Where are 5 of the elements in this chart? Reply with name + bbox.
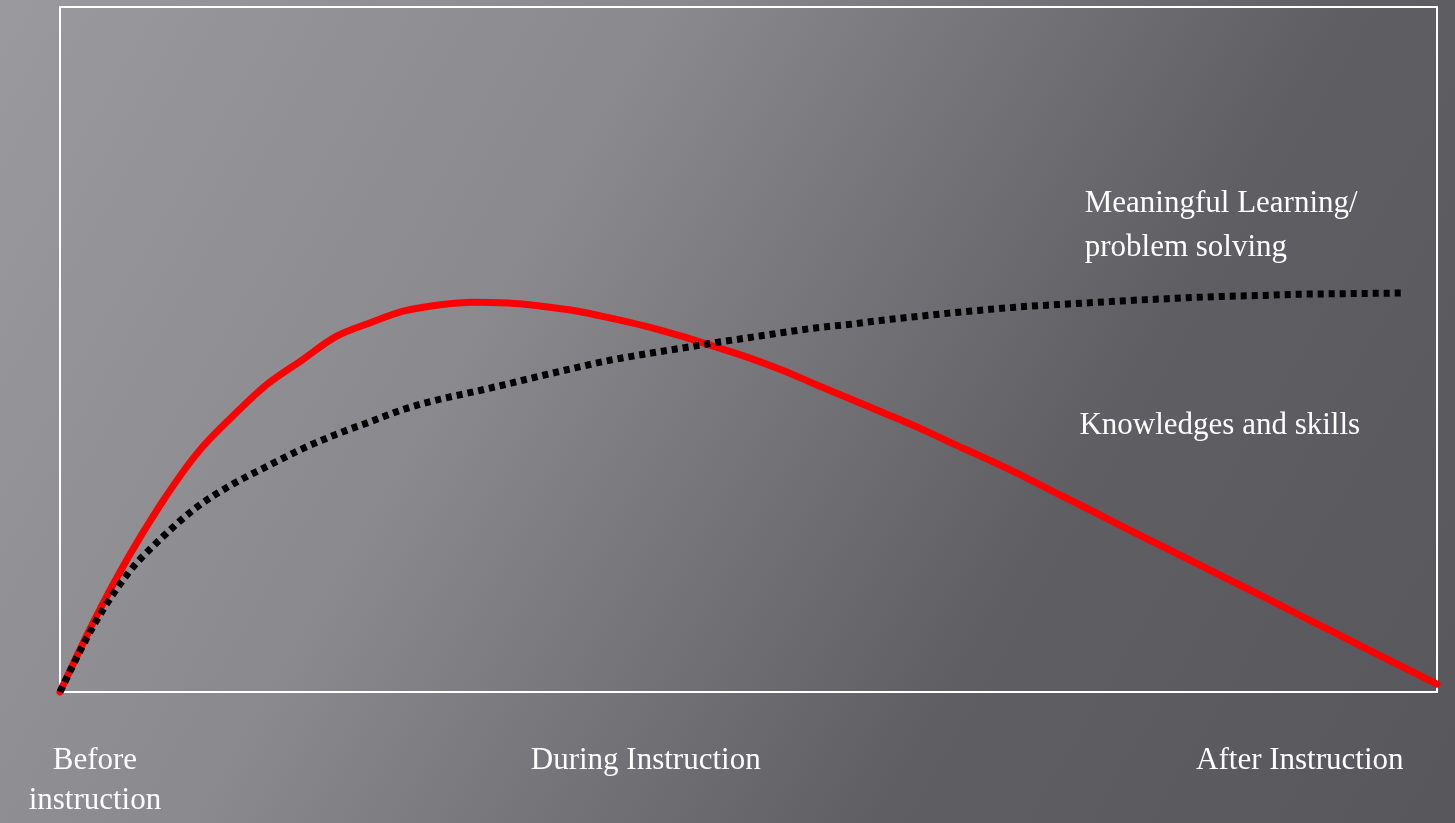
series-label: Knowledges and skills (1079, 406, 1361, 442)
x-tick-label: Before instruction (28, 740, 162, 816)
series-label: Meaningful Learning/ problem solving (1084, 183, 1359, 263)
x-tick-label: After Instruction (1196, 740, 1405, 776)
x-tick-label: During Instruction (530, 740, 762, 776)
